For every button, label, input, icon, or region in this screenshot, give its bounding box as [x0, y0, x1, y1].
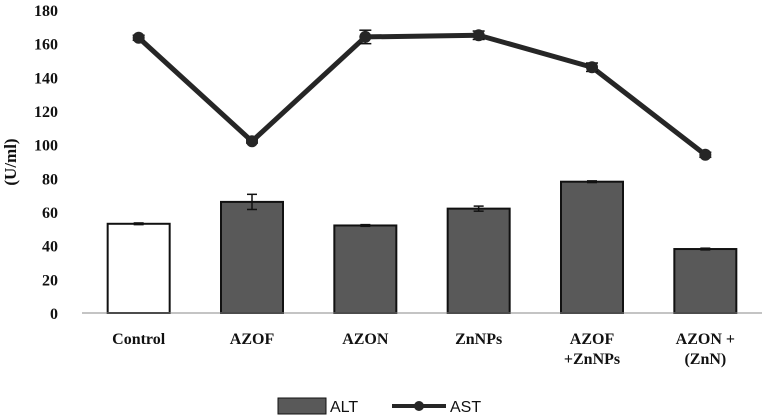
- ast-point: [132, 31, 145, 44]
- y-tick-label: 40: [42, 239, 58, 256]
- legend-ast-label: AST: [450, 399, 481, 416]
- x-category-label: (ZnN): [684, 351, 726, 368]
- y-tick-label: 120: [34, 104, 58, 121]
- x-category-label: AZON: [342, 331, 389, 348]
- ast-point: [472, 29, 485, 42]
- ast-line: [136, 32, 707, 157]
- y-tick-label: 180: [34, 3, 58, 20]
- ast-point: [246, 135, 258, 148]
- alt-error-bar: [360, 223, 371, 228]
- x-category-label: Control: [112, 331, 166, 348]
- y-tick-label: 60: [42, 205, 58, 222]
- x-category-label: ZnNPs: [455, 331, 502, 348]
- alt-bar: [673, 248, 738, 315]
- y-axis-label: (U/ml): [1, 138, 20, 185]
- x-category-label: AZOF: [570, 331, 615, 348]
- y-tick-label: 100: [34, 138, 58, 155]
- alt-bars: [106, 180, 738, 315]
- alt-error-bar: [133, 222, 144, 226]
- legend-ast-marker: [414, 401, 424, 411]
- x-category-label: AZOF: [230, 331, 275, 348]
- legend: ALT AST: [277, 397, 481, 416]
- ast-point: [586, 61, 598, 74]
- ast-line-series: [132, 29, 712, 161]
- alt-bar: [333, 224, 398, 314]
- alt-error-bar: [700, 247, 711, 251]
- y-tick-label: 160: [34, 37, 58, 54]
- legend-alt-swatch: [277, 397, 327, 415]
- x-category-label: AZON +: [676, 331, 735, 348]
- alt-bar: [106, 222, 171, 315]
- x-category-label: +ZnNPs: [564, 351, 620, 368]
- ast-point: [699, 148, 712, 161]
- alt-error-bar: [247, 193, 257, 211]
- alt-bar: [220, 200, 284, 314]
- y-tick-label: 20: [42, 272, 58, 289]
- y-tick-label: 140: [34, 70, 58, 87]
- y-tick-label: 0: [50, 306, 58, 323]
- ast-point: [359, 30, 372, 43]
- alt-bar: [560, 180, 624, 314]
- alt-bar: [446, 207, 511, 314]
- y-axis-ticks: 0 20 40 60 80 100 120 140 160 180: [34, 3, 58, 323]
- alt-error-bar: [473, 205, 484, 212]
- x-axis-labels: Control AZOF AZON ZnNPs AZOF +ZnNPs AZON + (ZnN…: [112, 331, 735, 368]
- legend-alt-label: ALT: [330, 399, 358, 416]
- alt-error-bar: [587, 180, 597, 184]
- y-tick-label: 80: [42, 171, 58, 188]
